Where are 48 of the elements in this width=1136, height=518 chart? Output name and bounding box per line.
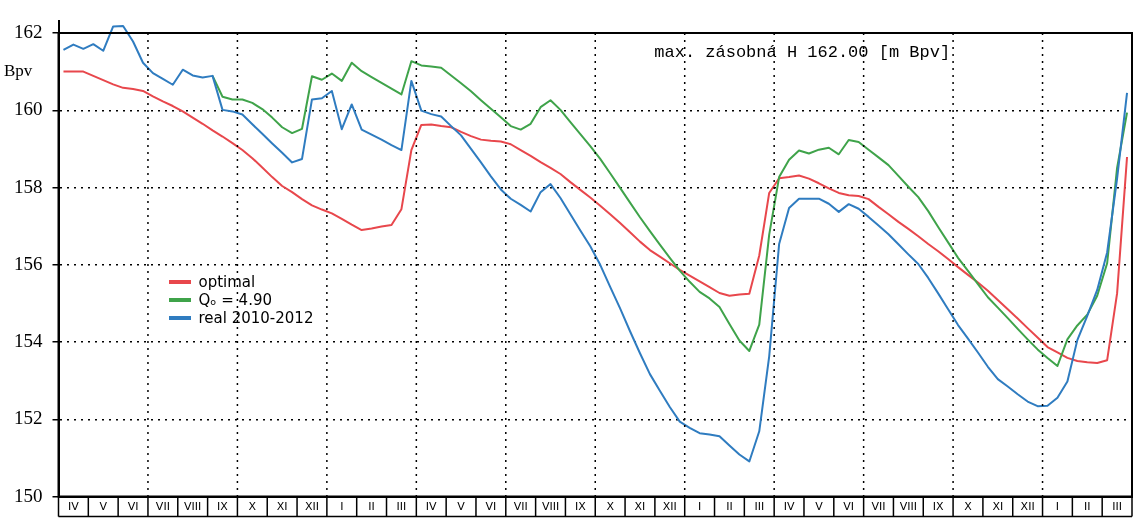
- y-tick-label: 158: [14, 175, 43, 197]
- x-tick-label: V: [99, 500, 108, 514]
- x-tick-label: II: [726, 500, 733, 514]
- x-tick-label: VIII: [899, 500, 917, 514]
- x-tick-label: X: [248, 500, 257, 514]
- x-tick-label: XII: [662, 500, 677, 514]
- x-tick-label: III: [754, 500, 765, 514]
- x-tick-label: III: [396, 500, 407, 514]
- y-tick-label: 154: [14, 330, 43, 352]
- x-tick-label: XI: [276, 500, 288, 514]
- y-tick-label: 160: [14, 98, 43, 120]
- x-tick-label: VII: [871, 500, 886, 514]
- x-tick-label: VII: [513, 500, 528, 514]
- x-tick-label: VI: [843, 500, 855, 514]
- x-tick-label: I: [697, 500, 702, 514]
- x-tick-label: V: [457, 500, 466, 514]
- x-tick-label: IV: [425, 500, 438, 514]
- x-tick-label: II: [368, 500, 375, 514]
- y-tick-label: 156: [14, 252, 43, 274]
- x-tick-label: VI: [485, 500, 497, 514]
- x-tick-label: IV: [68, 500, 80, 514]
- x-tick-label: VI: [127, 500, 139, 514]
- x-tick-label: II: [1084, 500, 1091, 514]
- y-axis-title: Bpv: [4, 61, 33, 81]
- x-tick-label: VII: [155, 500, 170, 514]
- legend-label: Qₒ = 4.90: [198, 291, 273, 310]
- x-tick-label: IX: [217, 500, 229, 514]
- x-tick-label: I: [1055, 500, 1060, 514]
- x-tick-label: I: [340, 500, 344, 514]
- y-tick-label: 162: [14, 20, 43, 42]
- x-tick-label: VIII: [184, 500, 202, 514]
- legend-label: real 2010-2012: [198, 309, 314, 328]
- x-tick-label: IV: [783, 500, 795, 514]
- legend-label: optimal: [198, 273, 256, 292]
- x-tick-label: X: [964, 500, 973, 514]
- x-tick-label: III: [1112, 500, 1122, 514]
- x-tick-label: X: [606, 500, 615, 514]
- y-tick-label: 152: [14, 407, 43, 429]
- x-tick-label: IX: [932, 500, 945, 514]
- y-tick-label: 150: [14, 484, 43, 506]
- x-tick-label: XII: [304, 500, 319, 514]
- x-tick-label: IX: [574, 500, 587, 514]
- x-tick-label: XI: [992, 500, 1004, 514]
- x-tick-label: V: [815, 500, 824, 514]
- x-tick-label: XII: [1020, 500, 1035, 514]
- x-tick-label: VIII: [541, 500, 560, 514]
- x-tick-label: XI: [634, 500, 646, 514]
- annotation: max. zásobná H 162.00 [m Bpv]: [654, 43, 951, 63]
